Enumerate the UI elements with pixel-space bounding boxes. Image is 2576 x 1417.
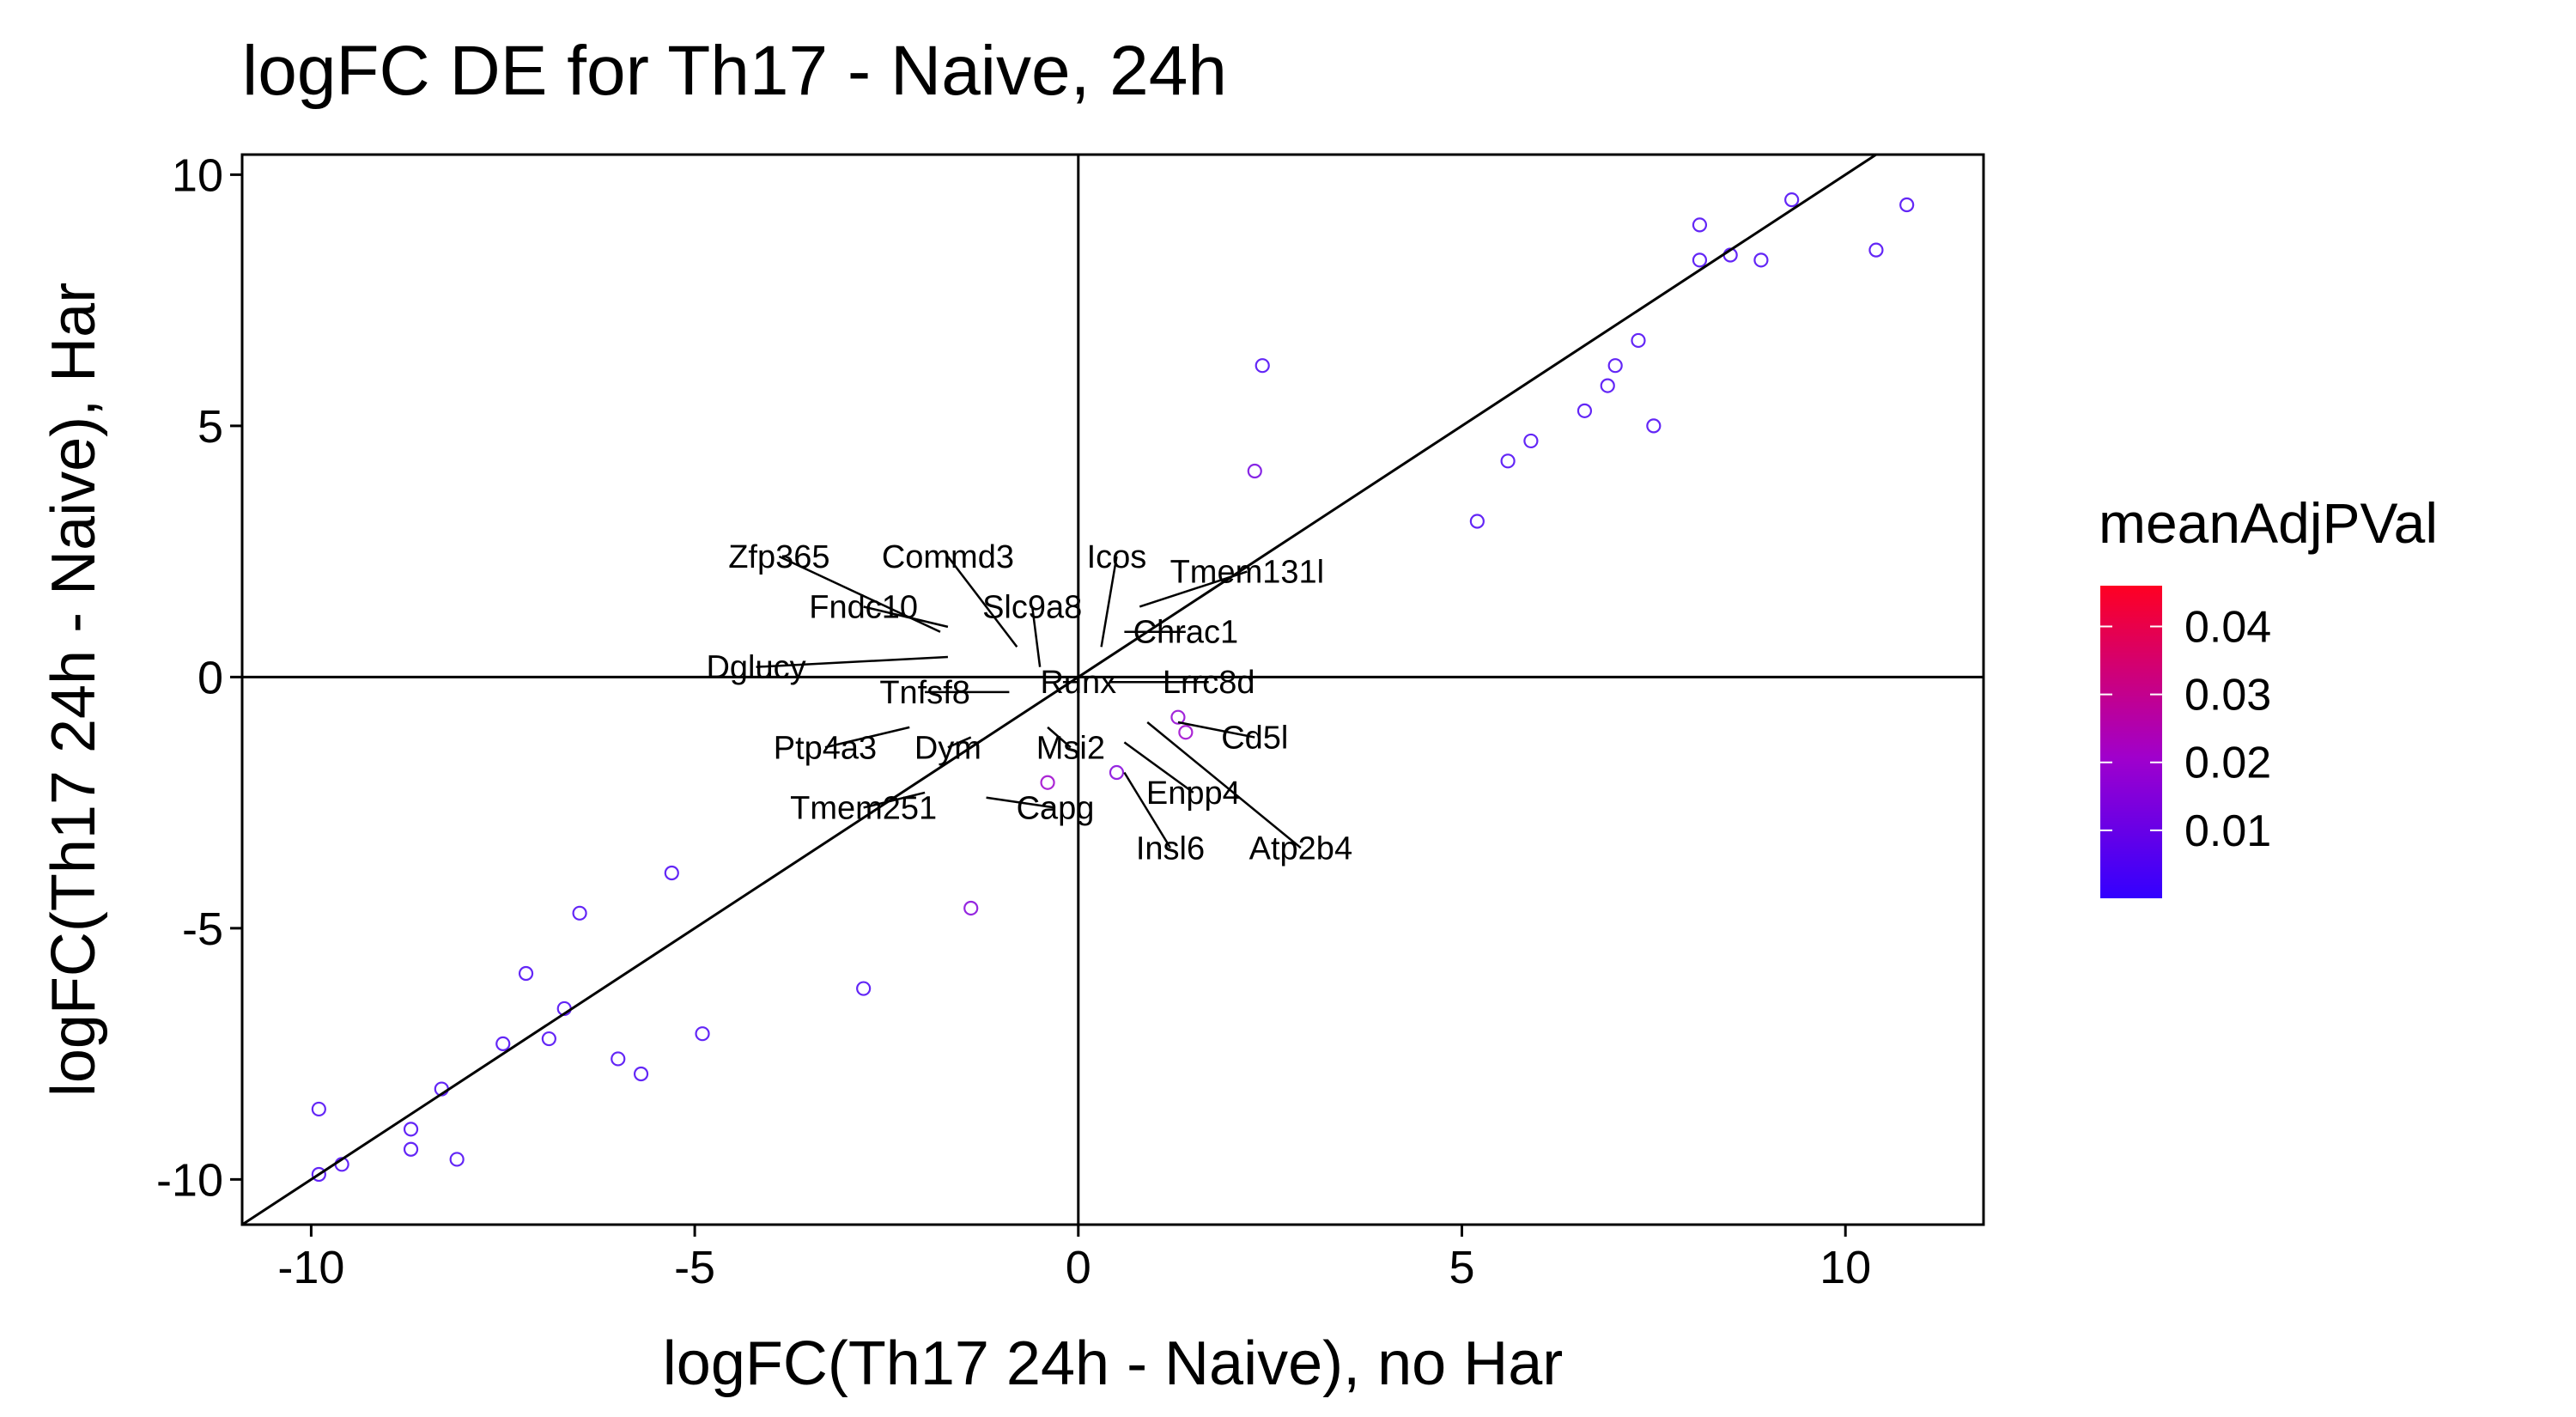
leader-line-cd5l [1177, 721, 1255, 739]
data-point-3 [1753, 252, 1769, 268]
data-point-34 [1247, 463, 1262, 479]
data-point-15 [311, 1166, 326, 1183]
legend-ticks: 0.01 0.02 0.03 0.04 [2100, 602, 2271, 856]
axes: -10 -5 0 5 10 -10 -5 0 5 10 [156, 149, 1871, 1293]
leader-line-msi2 [1047, 726, 1072, 749]
leader-line-enpp4 [1123, 741, 1194, 794]
gene-annotations: Zfp365 Commd3 Icos Fndc10 Slc9a8 Tmem131l Chra… [706, 539, 1352, 867]
data-point-13 [1500, 453, 1516, 469]
x-axis-label: logFC(Th17 24h - Naive), no Har [663, 1329, 1563, 1398]
data-point-19 [403, 1141, 419, 1157]
data-point-0 [1899, 197, 1915, 213]
data-point-2 [1784, 192, 1800, 208]
identity-line [242, 155, 1879, 1225]
leader-line-capg [986, 796, 1056, 809]
data-point-35 [1178, 725, 1194, 740]
gene-label-dglucy: Dglucy [706, 650, 805, 686]
leader-line-commd3 [946, 556, 1018, 648]
leader-line-tmem251 [863, 791, 926, 809]
gene-label-enpp4: Enpp4 [1146, 775, 1241, 812]
legend-tick-label: 0.02 [2184, 739, 2271, 788]
legend-tick-label: 0.04 [2184, 602, 2271, 652]
data-point-26 [572, 905, 587, 921]
y-tick-label: 10 [172, 149, 223, 201]
gene-label-tnfsf8: Tnfsf8 [879, 675, 970, 711]
data-point-22 [495, 1036, 511, 1052]
data-points [311, 192, 1915, 1183]
data-point-24 [541, 1031, 556, 1047]
gene-label-slc9a8: Slc9a8 [982, 589, 1082, 625]
chart-title: logFC DE for Th17 - Naive, 24h [242, 32, 1227, 110]
gene-label-tmem251: Tmem251 [790, 790, 937, 826]
y-tick-label: -5 [182, 903, 223, 955]
leader-line-slc9a8 [1030, 606, 1042, 667]
gene-label-capg: Capg [1017, 790, 1095, 826]
data-point-31 [856, 981, 872, 996]
gene-label-fndc10: Fndc10 [809, 589, 918, 625]
legend-title: meanAdjPVal [2099, 491, 2438, 555]
leader-line-fndc10 [863, 605, 949, 629]
gene-label-dym: Dym [914, 730, 981, 766]
data-point-30 [695, 1026, 710, 1042]
gene-label-insl6: Insl6 [1136, 830, 1205, 867]
data-point-7 [1646, 418, 1662, 434]
data-point-8 [1631, 332, 1646, 349]
color-legend: meanAdjPVal 0.01 0.02 0.03 0.04 [2099, 491, 2438, 898]
data-point-36 [1170, 709, 1186, 725]
y-tick-label: 0 [197, 652, 223, 703]
x-tick-label: 5 [1449, 1242, 1474, 1293]
data-point-21 [449, 1152, 465, 1167]
leader-line-dym [947, 736, 972, 749]
gene-label-chrac1: Chrac1 [1133, 615, 1239, 651]
y-axis-label: logFC(Th17 24h - Naive), Har [39, 283, 108, 1097]
leader-line-ptp4a3 [824, 726, 910, 749]
data-point-27 [611, 1051, 626, 1067]
y-tick-label: 5 [197, 401, 223, 453]
gene-label-runx: Runx [1040, 665, 1116, 701]
data-point-28 [633, 1066, 649, 1082]
leader-line-atp2b4 [1146, 721, 1302, 849]
gene-label-commd3: Commd3 [882, 539, 1014, 575]
legend-tick-label: 0.01 [2184, 806, 2271, 856]
data-point-12 [1523, 433, 1539, 449]
gene-label-msi2: Msi2 [1036, 730, 1105, 766]
leader-line-tmem131l [1139, 570, 1248, 608]
x-tick-label: 0 [1066, 1242, 1091, 1293]
reference-lines [242, 155, 1984, 1225]
gene-label-atp2b4: Atp2b4 [1249, 830, 1352, 867]
data-point-38 [1109, 764, 1125, 781]
data-point-5 [1692, 217, 1708, 233]
data-point-29 [664, 865, 679, 881]
x-tick-label: -10 [277, 1242, 344, 1293]
legend-tick-label: 0.03 [2184, 671, 2271, 721]
data-point-10 [1600, 378, 1615, 393]
plot-panel-border [240, 153, 1985, 1226]
data-point-14 [1469, 514, 1485, 529]
leader-line-icos [1100, 556, 1118, 648]
gene-label-ptp4a3: Ptp4a3 [774, 730, 877, 766]
data-point-1 [1868, 242, 1884, 258]
leader-line-insl6 [1123, 771, 1172, 848]
gene-label-icos: Icos [1087, 539, 1147, 575]
data-point-23 [518, 965, 534, 982]
y-tick-label: -10 [156, 1154, 223, 1206]
gene-label-zfp365: Zfp365 [728, 539, 829, 575]
leader-line-dglucy [756, 655, 948, 668]
x-tick-label: -5 [674, 1242, 715, 1293]
x-tick-label: 10 [1820, 1242, 1871, 1293]
data-point-6 [1692, 252, 1708, 268]
data-point-37 [1040, 775, 1055, 790]
gene-label-tmem131l: Tmem131l [1170, 555, 1325, 591]
data-point-16 [311, 1101, 326, 1117]
data-point-18 [403, 1122, 419, 1137]
data-point-11 [1577, 403, 1593, 418]
gene-label-lrrc8d: Lrrc8d [1163, 665, 1255, 701]
legend-colorbar [2100, 586, 2162, 898]
data-point-33 [1255, 358, 1270, 374]
data-point-9 [1607, 358, 1623, 374]
data-point-32 [963, 900, 979, 916]
gene-label-cd5l: Cd5l [1221, 721, 1288, 757]
